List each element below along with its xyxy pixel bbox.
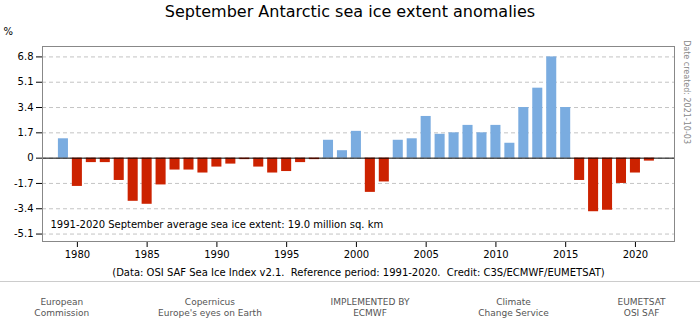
html-text:Climate Change Service: Climate Change Service [478,296,549,318]
svg-text:2005: 2005 [413,249,438,260]
html-text:September Antarctic sea ice ex: September Antarctic sea ice extent anoma… [164,2,536,21]
svg-text:1990: 1990 [204,249,229,260]
svg-text:-1.7: -1.7 [14,178,34,189]
svg-text:1991-2020 September average se: 1991-2020 September average sea ice exte… [51,219,384,230]
svg-text:1985: 1985 [134,249,159,260]
svg-text:5.1: 5.1 [18,76,34,87]
html-text:European Commission: European Commission [34,296,90,318]
svg-text:2015: 2015 [553,249,578,260]
svg-text:2000: 2000 [344,249,369,260]
svg-text:-5.1: -5.1 [14,228,34,239]
svg-text:2020: 2020 [623,249,648,260]
svg-text:(Data: OSI SAF Sea Ice Index v: (Data: OSI SAF Sea Ice Index v2.1. Refer… [112,267,605,278]
svg-text:%: % [4,26,14,37]
svg-text:-3.4: -3.4 [14,203,34,214]
html-text:EUMETSAT OSI SAF: EUMETSAT OSI SAF [617,296,666,318]
svg-text:Date created: 2021-10-03: Date created: 2021-10-03 [682,40,691,144]
svg-text:6.8: 6.8 [18,51,34,62]
svg-text:1980: 1980 [65,249,90,260]
svg-text:2010: 2010 [483,249,508,260]
svg-text:1.7: 1.7 [18,127,34,138]
html-text:IMPLEMENTED BY ECMWF: IMPLEMENTED BY ECMWF [330,296,410,318]
svg-text:1995: 1995 [274,249,299,260]
svg-text:3.4: 3.4 [18,102,34,113]
svg-text:0: 0 [27,152,33,163]
html-text:Copernicus Europe's eyes on Ea: Copernicus Europe's eyes on Earth [158,296,262,318]
